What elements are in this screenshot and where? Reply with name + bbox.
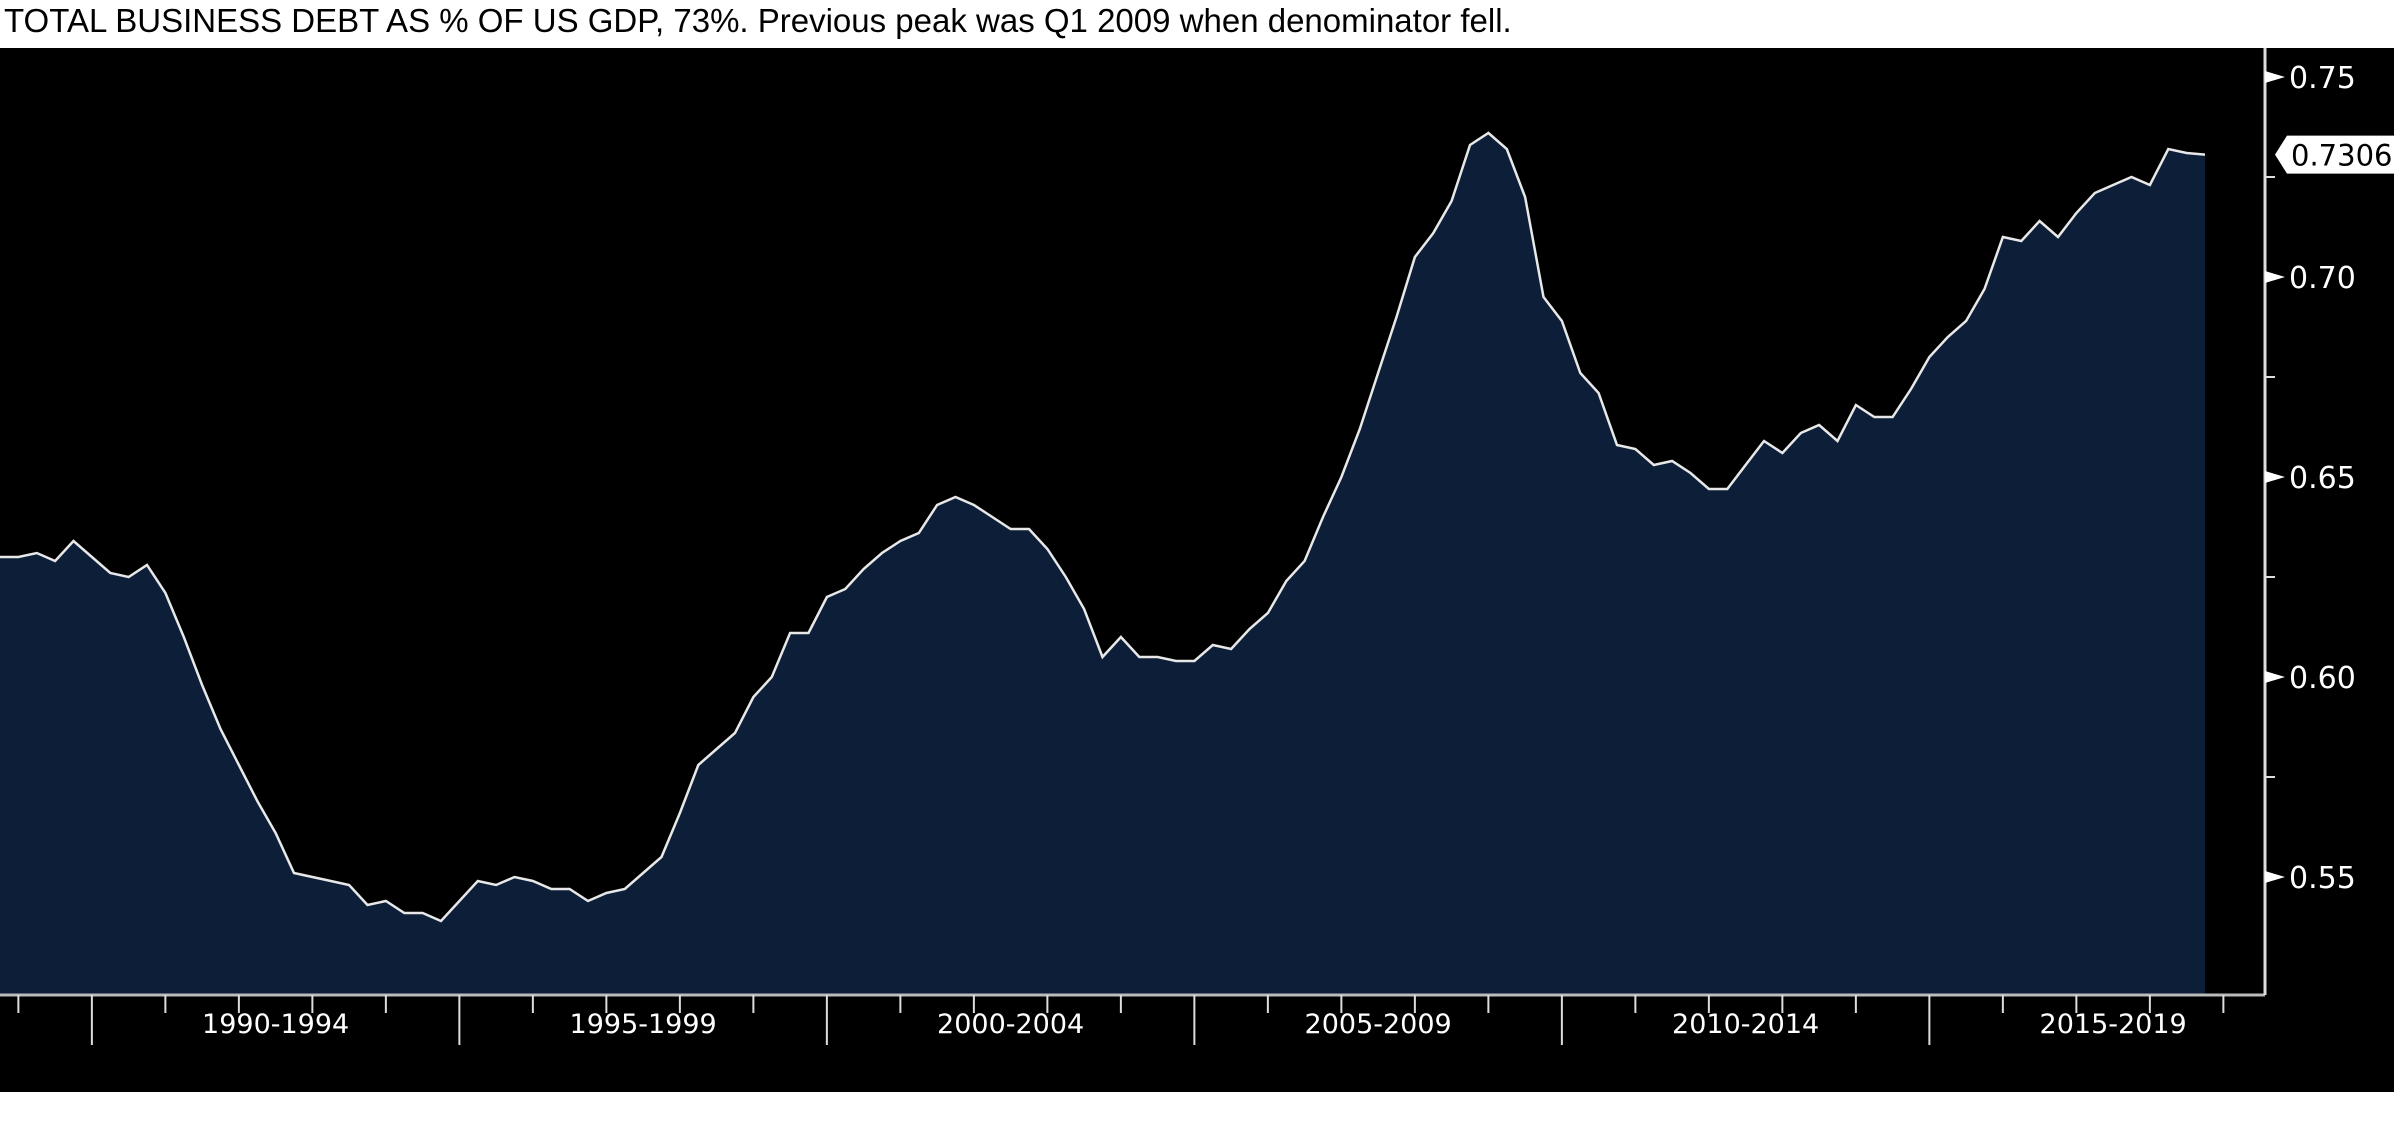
x-tick-label: 2000-2004 <box>937 1009 1084 1040</box>
last-value-badge <box>2275 135 2394 174</box>
x-tick-label: 1995-1999 <box>570 1009 717 1040</box>
footer-timestamp: 21-May-2019 07:26:30 <box>2047 1094 2293 1123</box>
y-tick-label: 0.75 <box>2289 61 2356 96</box>
y-tick-label: 0.65 <box>2289 461 2356 496</box>
y-tick-label: 0.60 <box>2289 661 2356 696</box>
y-tick-label: 0.70 <box>2289 261 2356 296</box>
footer-copyright: Copyright© 2019 Bloomberg Finance L.P. <box>1365 1094 1809 1123</box>
y-tick-marker <box>2265 471 2285 483</box>
x-tick-label: 2015-2019 <box>2040 1009 2187 1040</box>
x-tick-label: 2010-2014 <box>1672 1009 1819 1040</box>
chart-title: TOTAL BUSINESS DEBT AS % OF US GDP, 73%.… <box>4 2 1512 39</box>
y-tick-marker <box>2265 871 2285 883</box>
y-tick-marker <box>2265 71 2285 83</box>
series-line <box>0 131 2206 923</box>
y-tick-marker <box>2265 671 2285 683</box>
x-tick-label: 1990-1994 <box>202 1009 349 1040</box>
y-tick-marker <box>2265 271 2285 283</box>
chart-area: 0.55 0.60 0.65 0.70 0.75 0.7306 1990-1994 1995-… <box>0 48 2394 1123</box>
area-fill <box>0 133 2205 995</box>
y-tick-label: 0.55 <box>2289 861 2356 896</box>
footer-ticker: DOUTBUS Index (FOF US Debt Outstanding b… <box>8 1094 942 1123</box>
x-tick-label: 2005-2009 <box>1305 1009 1452 1040</box>
last-value-label: 0.7306 <box>2291 139 2392 173</box>
chart-svg: 0.55 0.60 0.65 0.70 0.75 0.7306 1990-1994 1995-… <box>0 48 2394 1045</box>
